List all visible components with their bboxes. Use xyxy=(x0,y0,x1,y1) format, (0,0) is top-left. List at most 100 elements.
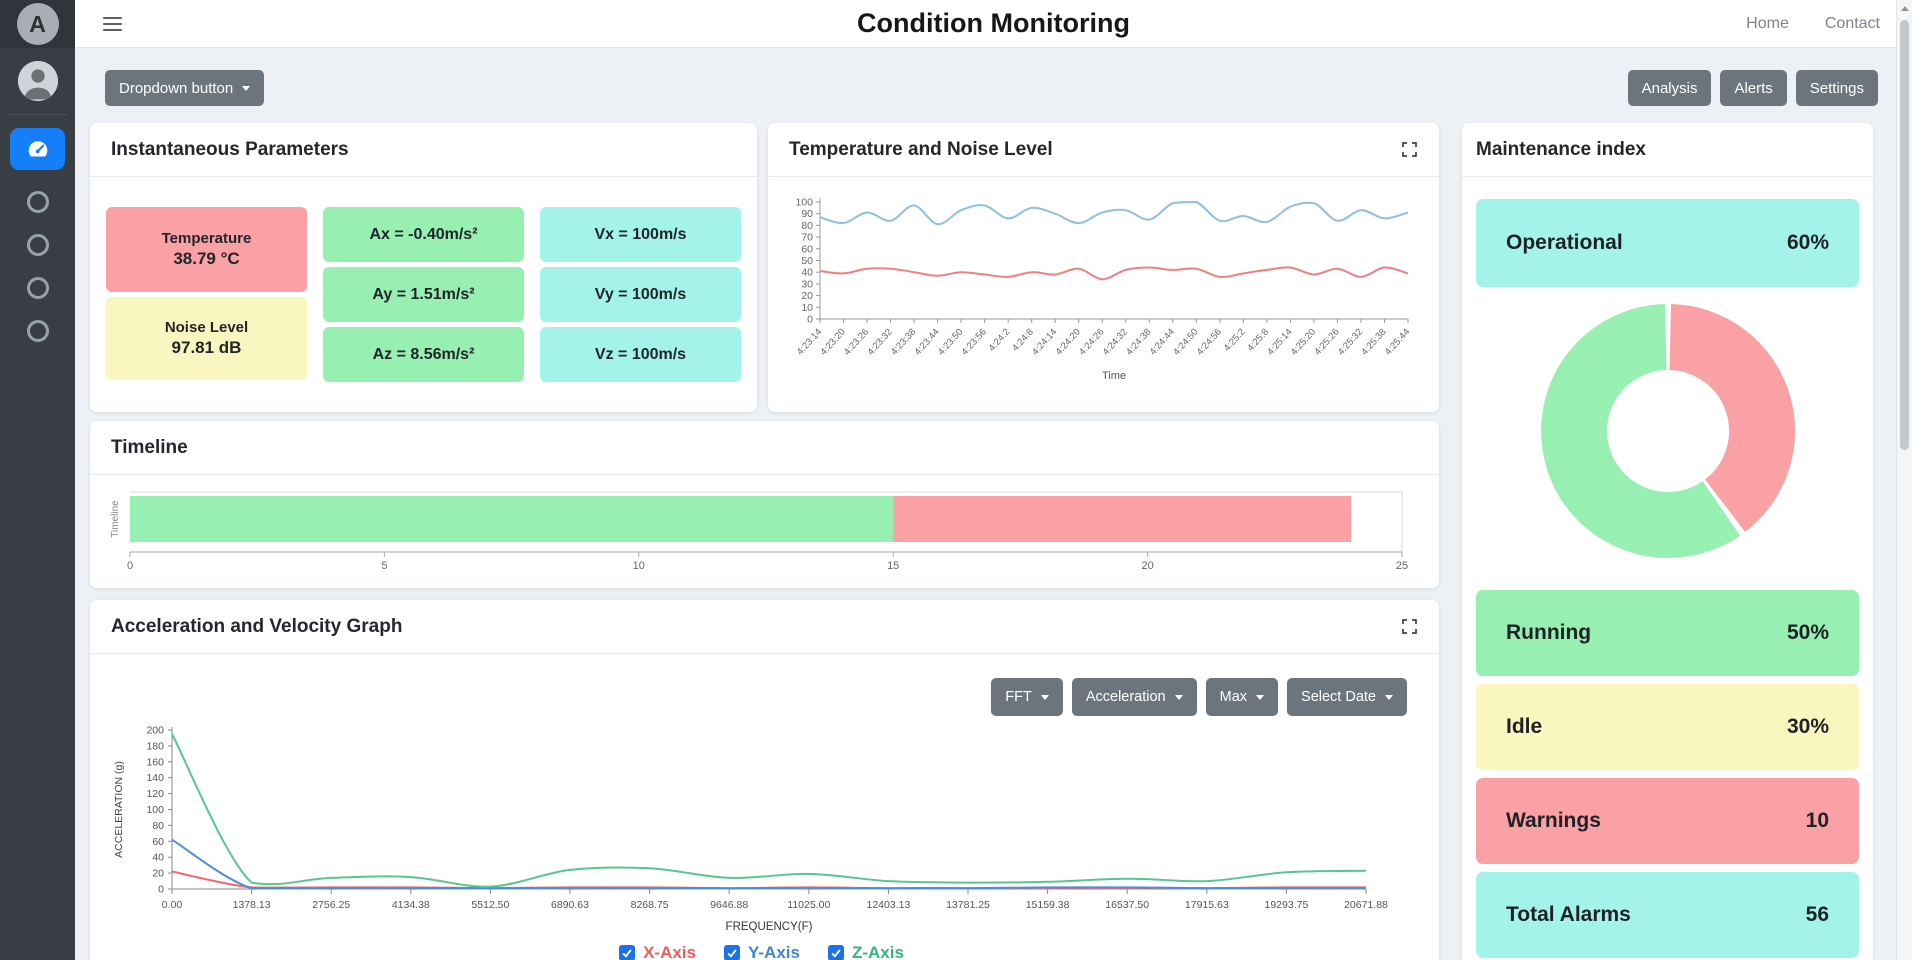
total-alarms-stat-tile: Total Alarms 56 xyxy=(1476,872,1859,958)
svg-text:40: 40 xyxy=(801,267,813,279)
svg-text:4:23:38: 4:23:38 xyxy=(889,327,918,358)
svg-text:19293.75: 19293.75 xyxy=(1265,899,1309,911)
svg-text:4:23:20: 4:23:20 xyxy=(818,327,847,358)
analysis-button[interactable]: Analysis xyxy=(1627,70,1712,106)
svg-text:0: 0 xyxy=(807,314,813,326)
scroll-up-arrow-icon[interactable] xyxy=(1900,6,1909,11)
svg-text:ACCELERATION (g): ACCELERATION (g) xyxy=(113,761,125,858)
vertical-scrollbar[interactable] xyxy=(1896,0,1912,960)
user-avatar[interactable] xyxy=(17,61,58,101)
legend-z-axis[interactable]: Z-Axis xyxy=(827,943,904,960)
velocity-y-tile: Vy = 100m/s xyxy=(540,267,741,322)
timeline-bar-chart: 0 5 10 15 20 25 Timeline xyxy=(110,491,1408,572)
svg-text:4:23:14: 4:23:14 xyxy=(795,327,824,358)
top-navbar: Condition Monitoring Home Contact xyxy=(75,0,1912,48)
idle-stat-tile: Idle 30% xyxy=(1476,684,1859,770)
svg-text:4:24:14: 4:24:14 xyxy=(1030,327,1059,358)
svg-text:25: 25 xyxy=(1396,560,1408,572)
legend-x-axis[interactable]: X-Axis xyxy=(619,943,696,960)
hamburger-menu-icon[interactable] xyxy=(103,13,122,35)
fft-dropdown[interactable]: FFT xyxy=(991,678,1063,716)
stat-label: Total Alarms xyxy=(1506,903,1631,926)
dropdown-button[interactable]: Dropdown button xyxy=(105,70,265,106)
acceleration-label: Acceleration xyxy=(1085,689,1166,705)
alerts-button[interactable]: Alerts xyxy=(1720,70,1787,106)
svg-text:0: 0 xyxy=(127,560,133,572)
svg-text:9646.88: 9646.88 xyxy=(710,899,748,911)
checkbox-checked-icon[interactable] xyxy=(723,945,740,960)
toolbar-actions: Analysis Alerts Settings xyxy=(1627,70,1878,106)
sidebar-item-3[interactable] xyxy=(26,277,49,299)
svg-text:5512.50: 5512.50 xyxy=(471,899,509,911)
person-icon xyxy=(17,61,58,101)
svg-text:4:24:44: 4:24:44 xyxy=(1148,327,1177,358)
sidebar-item-4[interactable] xyxy=(26,320,49,342)
svg-text:15: 15 xyxy=(887,560,899,572)
app-logo[interactable]: A xyxy=(0,0,75,48)
scrollbar-thumb[interactable] xyxy=(1900,20,1909,450)
fft-label: FFT xyxy=(1005,689,1032,705)
select-date-dropdown[interactable]: Select Date xyxy=(1287,678,1407,716)
dropdown-button-label: Dropdown button xyxy=(119,79,234,97)
maintenance-donut-chart xyxy=(1540,304,1795,558)
svg-text:180: 180 xyxy=(146,740,164,752)
card-title: Temperature and Noise Level xyxy=(789,138,1053,160)
svg-text:8268.75: 8268.75 xyxy=(631,899,669,911)
nav-link-contact[interactable]: Contact xyxy=(1824,14,1880,32)
svg-text:20: 20 xyxy=(801,290,813,302)
acceleration-velocity-card: Acceleration and Velocity Graph FFT Acce… xyxy=(90,600,1439,960)
stat-value: 10 xyxy=(1805,809,1829,832)
sidebar-item-1[interactable] xyxy=(26,191,49,213)
sidebar-item-2[interactable] xyxy=(26,234,49,256)
acceleration-line-chart: 0 20 40 60 80 100 120 140 160 180 200 0.00 1378.13 27… xyxy=(113,725,1388,934)
svg-text:FREQUENCY(F): FREQUENCY(F) xyxy=(726,921,813,933)
acceleration-z-tile: Az = 8.56m/s² xyxy=(323,327,524,382)
chevron-down-icon xyxy=(1256,694,1265,700)
velocity-x-tile: Vx = 100m/s xyxy=(540,207,741,262)
stat-value: 56 xyxy=(1805,903,1829,926)
svg-text:4:23:44: 4:23:44 xyxy=(912,327,941,358)
stat-label: Idle xyxy=(1506,715,1543,738)
svg-text:4:23:32: 4:23:32 xyxy=(865,327,894,358)
settings-button[interactable]: Settings xyxy=(1795,70,1878,106)
checkbox-checked-icon[interactable] xyxy=(827,945,844,960)
svg-text:17915.63: 17915.63 xyxy=(1185,899,1229,911)
gauge-icon xyxy=(28,141,47,157)
acceleration-body: FFT Acceleration Max Select Date 0 20 40 60… xyxy=(90,654,1439,960)
svg-text:4:24:2: 4:24:2 xyxy=(987,327,1013,354)
nav-link-home[interactable]: Home xyxy=(1746,14,1789,32)
running-stat-tile: Running 50% xyxy=(1476,590,1859,676)
velocity-z-tile: Vz = 100m/s xyxy=(540,327,741,382)
svg-text:5: 5 xyxy=(381,560,387,572)
expand-fullscreen-icon[interactable] xyxy=(1401,618,1418,635)
checkbox-checked-icon[interactable] xyxy=(619,945,636,960)
svg-text:80: 80 xyxy=(801,220,813,232)
temperature-tile: Temperature 38.79 °C xyxy=(106,207,307,292)
chart-legend: X-Axis Y-Axis Z-Axis xyxy=(108,943,1415,960)
svg-text:Timeline: Timeline xyxy=(110,500,121,538)
svg-text:11025.00: 11025.00 xyxy=(787,899,830,911)
temperature-label: Temperature xyxy=(161,230,252,247)
max-label: Max xyxy=(1219,689,1248,705)
legend-y-axis[interactable]: Y-Axis xyxy=(723,943,800,960)
svg-text:4:24:50: 4:24:50 xyxy=(1171,327,1200,358)
svg-text:160: 160 xyxy=(146,756,164,768)
svg-text:120: 120 xyxy=(146,788,164,800)
svg-text:15159.38: 15159.38 xyxy=(1026,899,1070,911)
svg-text:4:24:20: 4:24:20 xyxy=(1054,327,1083,358)
expand-fullscreen-icon[interactable] xyxy=(1401,141,1418,158)
timeline-card: Timeline 0 5 10 15 20 25 Timeline xyxy=(90,421,1439,588)
max-dropdown[interactable]: Max xyxy=(1205,678,1279,716)
card-title: Maintenance index xyxy=(1476,138,1646,160)
acceleration-dropdown[interactable]: Acceleration xyxy=(1071,678,1197,716)
svg-text:0: 0 xyxy=(158,884,164,896)
operational-stat-tile: Operational 60% xyxy=(1476,199,1859,287)
sidebar-item-dashboard[interactable] xyxy=(10,128,65,170)
card-header: Temperature and Noise Level xyxy=(768,123,1439,177)
svg-text:50: 50 xyxy=(801,255,813,267)
svg-text:10: 10 xyxy=(801,302,813,314)
card-header: Acceleration and Velocity Graph xyxy=(90,600,1439,654)
parameters-grid: Temperature 38.79 °C Noise Level 97.81 d… xyxy=(90,177,757,382)
stat-value: 30% xyxy=(1786,715,1829,738)
temperature-noise-card: Temperature and Noise Level 0 10 20 30 40 50 6… xyxy=(768,123,1439,412)
